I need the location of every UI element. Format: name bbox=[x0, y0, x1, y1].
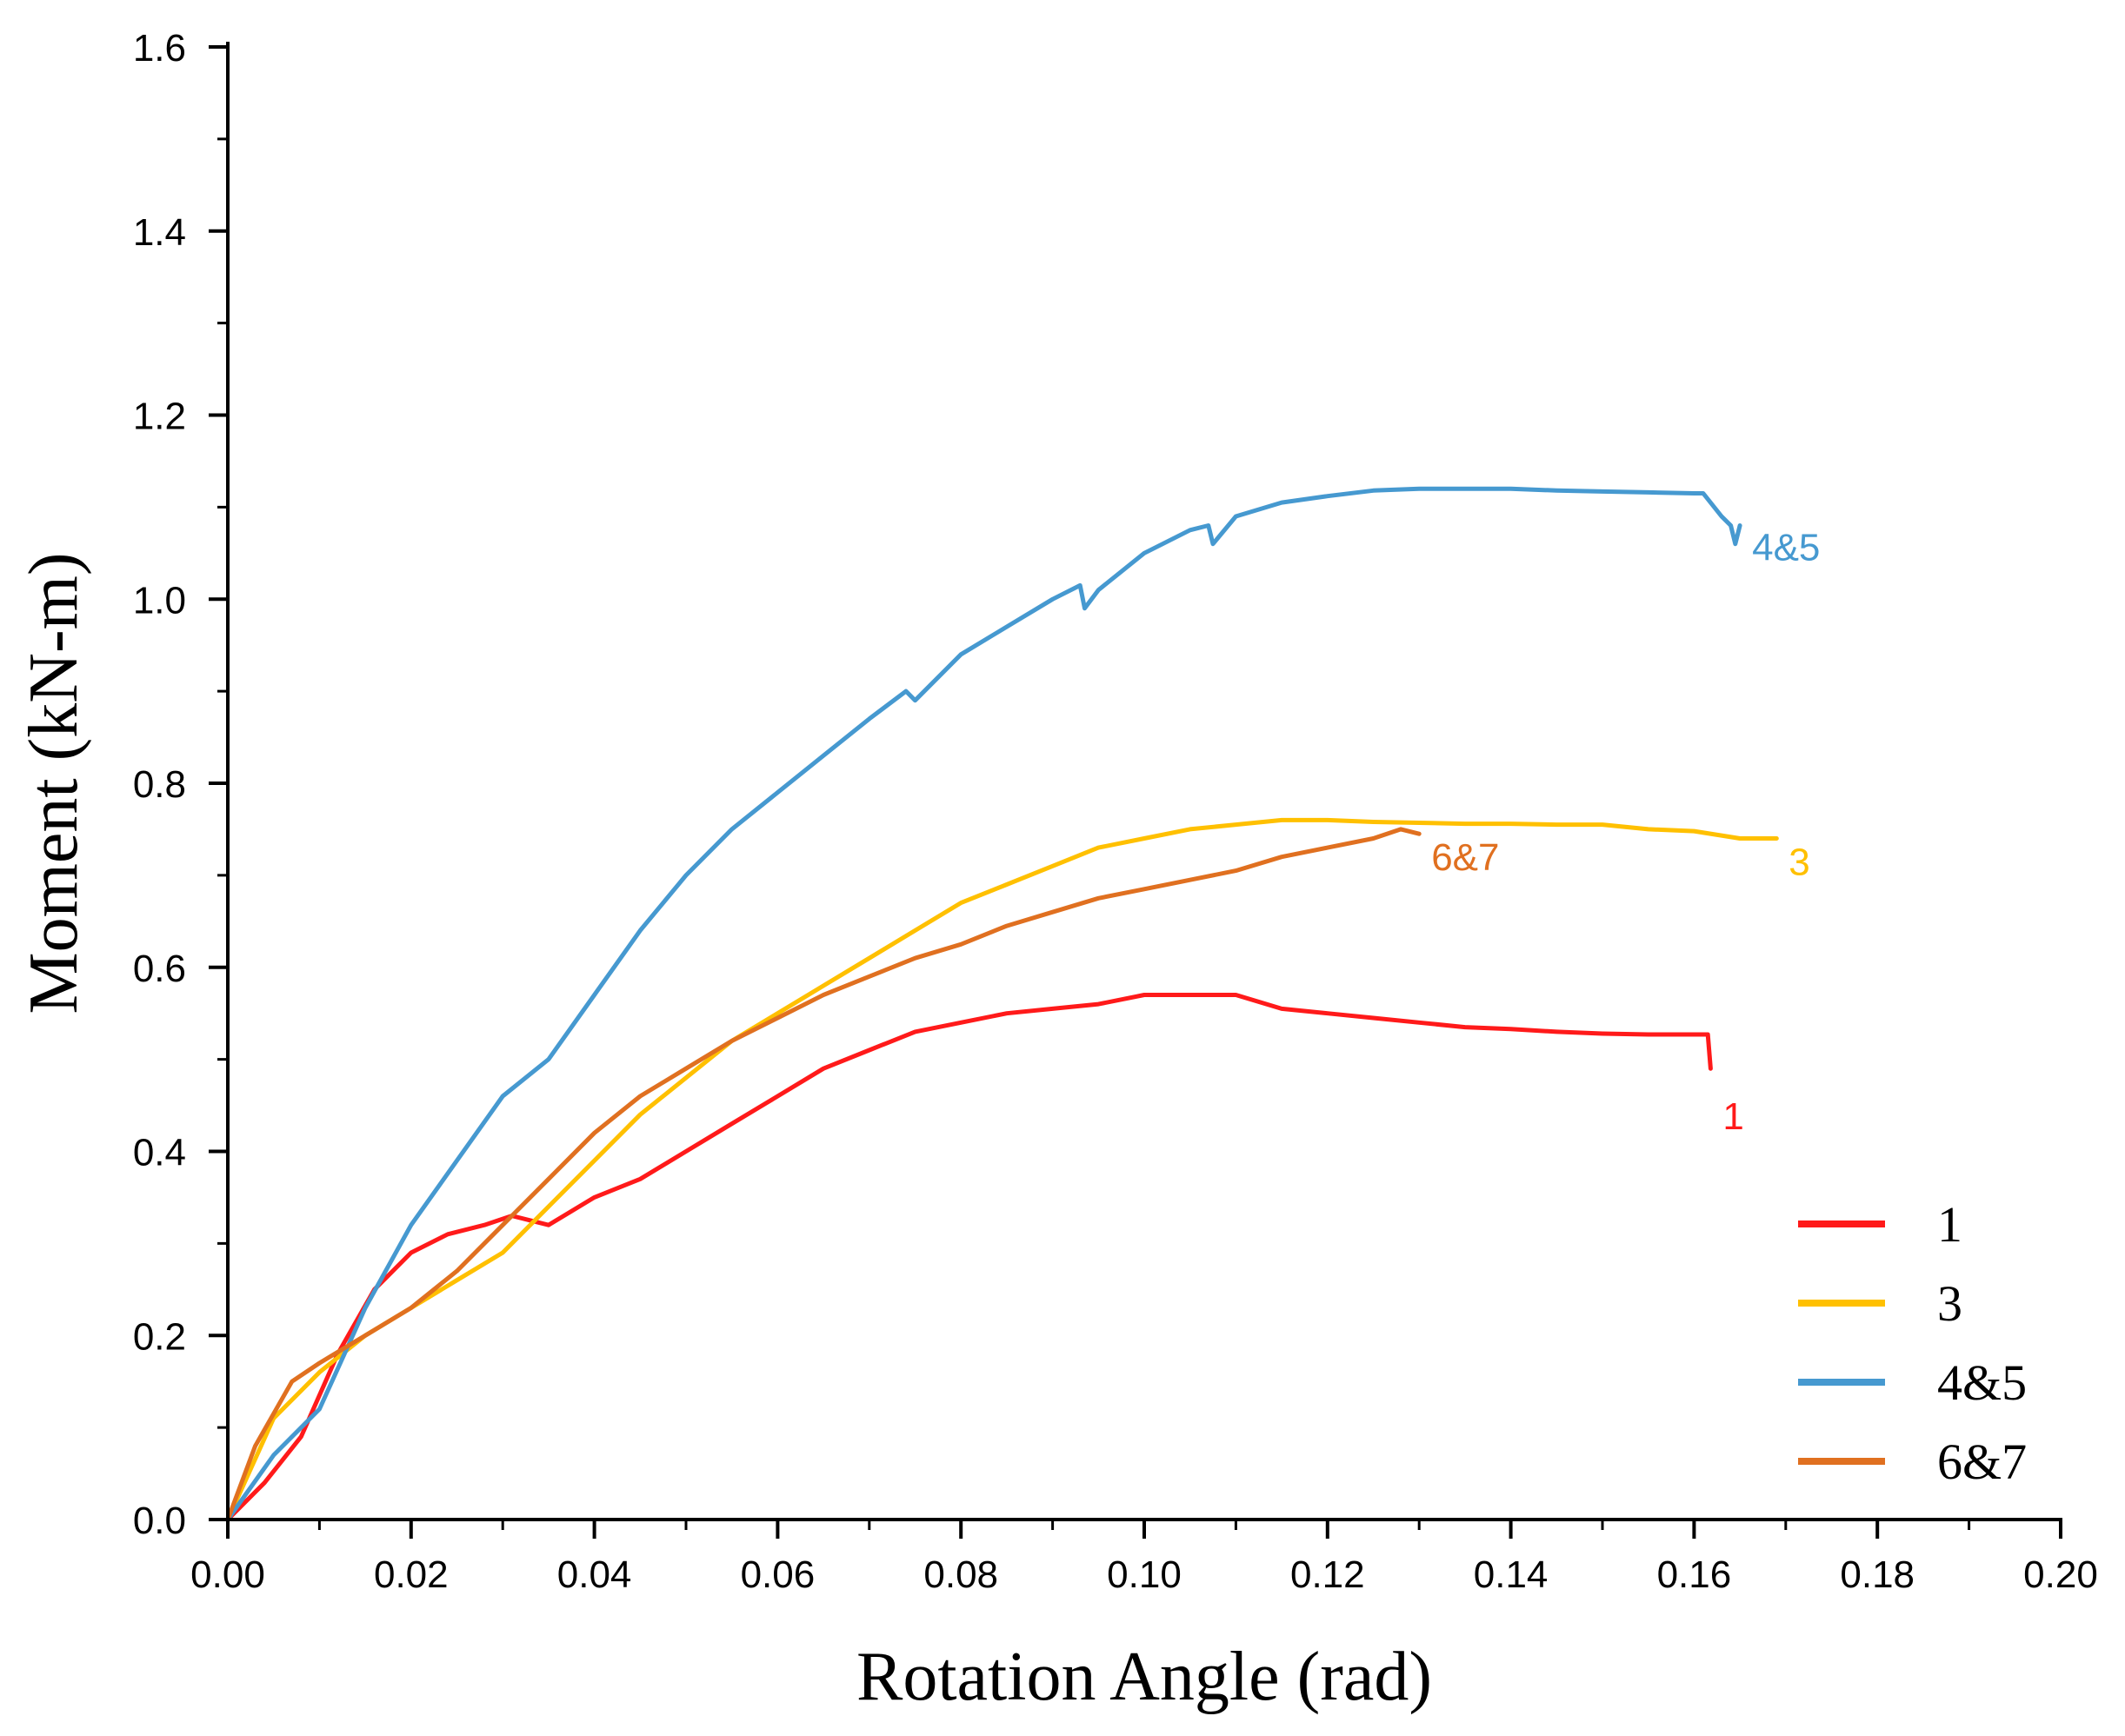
x-tick-label: 0.20 bbox=[2023, 1553, 2098, 1596]
axes: 0.00 0.02 0.04 0.06 0.08 0.10 0.12 0.14 0.16 0.18… bbox=[133, 27, 2098, 1596]
legend-label: 4&5 bbox=[1937, 1354, 2027, 1411]
legend-label: 1 bbox=[1937, 1196, 1962, 1253]
y-tick-label: 0.0 bbox=[133, 1500, 186, 1542]
legend-label: 3 bbox=[1937, 1275, 1962, 1332]
x-tick-label: 0.10 bbox=[1107, 1553, 1182, 1596]
x-tick-label: 0.06 bbox=[741, 1553, 816, 1596]
series-end-labels: 1 3 4&5 6&7 bbox=[1431, 527, 1820, 1139]
x-tick-label: 0.02 bbox=[374, 1553, 449, 1596]
series-end-label-1: 3 bbox=[1789, 841, 1809, 884]
y-tick-label: 1.2 bbox=[133, 396, 186, 438]
x-axis-title: Rotation Angle (rad) bbox=[856, 1639, 1432, 1715]
series-end-label-3: 6&7 bbox=[1431, 836, 1499, 879]
x-tick-label: 0.14 bbox=[1474, 1553, 1549, 1596]
y-tick-label: 1.4 bbox=[133, 211, 186, 254]
series-end-label-2: 4&5 bbox=[1752, 527, 1820, 569]
x-tick-label: 0.08 bbox=[923, 1553, 998, 1596]
y-tick-label: 0.6 bbox=[133, 948, 186, 990]
y-tick-label: 0.8 bbox=[133, 763, 186, 806]
series-end-label-0: 1 bbox=[1722, 1095, 1743, 1138]
series-line-1 bbox=[225, 817, 1779, 1522]
y-tick-label: 0.2 bbox=[133, 1315, 186, 1358]
y-tick-label: 1.6 bbox=[133, 27, 186, 70]
x-tick-label: 0.16 bbox=[1657, 1553, 1732, 1596]
x-tick-label: 0.04 bbox=[557, 1553, 632, 1596]
series-line-3 bbox=[225, 827, 1422, 1522]
x-tick-label: 0.12 bbox=[1290, 1553, 1365, 1596]
legend-label: 6&7 bbox=[1937, 1433, 2027, 1490]
x-tick-label: 0.00 bbox=[190, 1553, 265, 1596]
series-line-2 bbox=[225, 486, 1742, 1522]
x-tick-label: 0.18 bbox=[1840, 1553, 1915, 1596]
series-layer bbox=[225, 486, 1779, 1522]
y-tick-label: 1.0 bbox=[133, 579, 186, 622]
series-line-0 bbox=[225, 993, 1713, 1522]
legend: 1 3 4&5 6&7 bbox=[1798, 1196, 2027, 1490]
y-tick-label: 0.4 bbox=[133, 1132, 186, 1174]
y-axis-title: Moment (kN-m) bbox=[16, 552, 92, 1014]
